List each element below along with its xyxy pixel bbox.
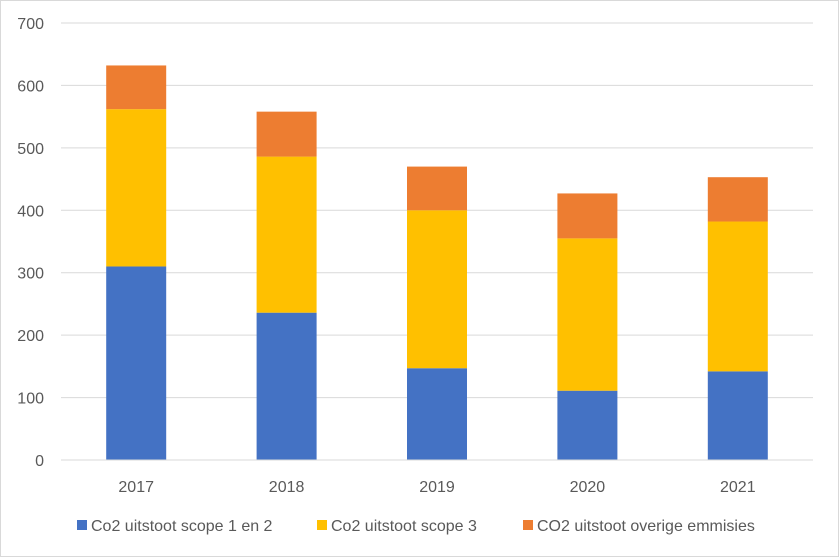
bar-group-2019 xyxy=(407,166,467,460)
bars xyxy=(106,65,768,460)
bar-segment-2020-series-3 xyxy=(557,193,618,239)
bar-group-2018 xyxy=(256,111,317,460)
x-tick-label-2017: 2017 xyxy=(118,479,154,496)
bar-segment-2021-series-2 xyxy=(707,221,768,372)
legend: Co2 uitstoot scope 1 en 2 Co2 uitstoot sc… xyxy=(77,518,755,535)
bar-segment-2017-series-3 xyxy=(106,65,167,110)
bar-group-2021 xyxy=(707,177,768,460)
y-tick-label: 100 xyxy=(17,391,44,408)
x-tick-label-2019: 2019 xyxy=(419,479,455,496)
x-tick-label-2021: 2021 xyxy=(720,479,756,496)
y-tick-label: 500 xyxy=(17,141,44,158)
y-tick-label: 700 xyxy=(17,16,44,33)
bar-segment-2019-series-3 xyxy=(407,166,467,211)
bar-group-2020 xyxy=(557,193,618,460)
legend-item-series-1: Co2 uitstoot scope 1 en 2 xyxy=(77,518,273,535)
legend-item-series-2: Co2 uitstoot scope 3 xyxy=(317,518,477,535)
bar-segment-2021-series-1 xyxy=(707,371,768,460)
x-axis-tick-labels: 2017 2018 2019 2020 2021 xyxy=(118,479,755,496)
bar-segment-2018-series-1 xyxy=(256,312,317,460)
bar-group-2017 xyxy=(106,65,167,460)
bar-segment-2021-series-3 xyxy=(707,177,768,222)
bar-segment-2019-series-2 xyxy=(407,210,467,369)
legend-label: Co2 uitstoot scope 3 xyxy=(331,518,477,535)
bar-segment-2017-series-1 xyxy=(106,266,167,460)
bar-segment-2020-series-2 xyxy=(557,238,618,391)
bar-segment-2020-series-1 xyxy=(557,390,618,460)
legend-swatch xyxy=(523,520,533,530)
bar-segment-2018-series-2 xyxy=(256,156,317,313)
y-tick-label: 300 xyxy=(17,266,44,283)
legend-label: Co2 uitstoot scope 1 en 2 xyxy=(91,518,273,535)
bar-segment-2019-series-1 xyxy=(407,368,467,460)
legend-item-series-3: CO2 uitstoot overige emmisies xyxy=(523,518,755,535)
legend-swatch xyxy=(317,520,327,530)
y-tick-label: 600 xyxy=(17,78,44,95)
y-tick-label: 400 xyxy=(17,203,44,220)
x-tick-label-2020: 2020 xyxy=(570,479,606,496)
bar-segment-2017-series-2 xyxy=(106,109,167,267)
y-tick-label: 200 xyxy=(17,328,44,345)
legend-swatch xyxy=(77,520,87,530)
bar-segment-2018-series-3 xyxy=(256,111,317,157)
y-axis-tick-labels: 0 100 200 300 400 500 600 700 xyxy=(17,16,44,470)
y-tick-label: 0 xyxy=(35,453,44,470)
x-tick-label-2018: 2018 xyxy=(269,479,305,496)
legend-label: CO2 uitstoot overige emmisies xyxy=(537,518,755,535)
